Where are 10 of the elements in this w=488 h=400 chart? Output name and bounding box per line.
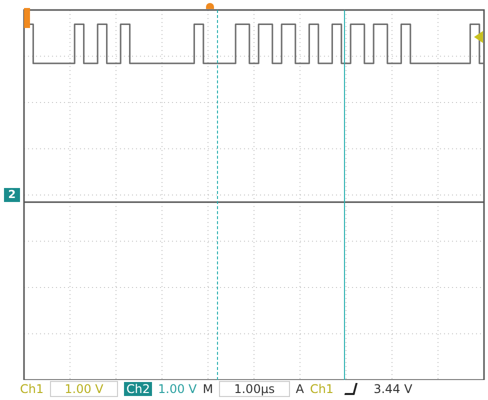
- text: 1.00µs: [219, 381, 290, 397]
- text: 1.00 V: [158, 382, 197, 396]
- text: Ch1: [20, 382, 44, 396]
- text: Ch2: [124, 382, 152, 396]
- text: M: [202, 382, 214, 396]
- text: Ch1: [310, 382, 334, 396]
- text: 3.44 V: [374, 382, 412, 396]
- text: A: [296, 382, 304, 396]
- text: 2: [4, 188, 20, 202]
- text: 1.00 V: [50, 381, 118, 397]
